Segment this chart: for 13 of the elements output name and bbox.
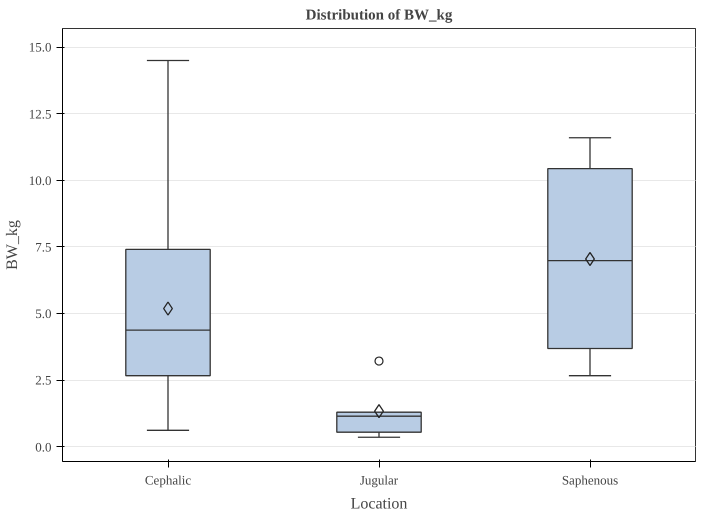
y-tick-label: 12.5 [28, 106, 52, 122]
y-tick-label: 7.5 [35, 240, 52, 254]
chart-title: Distribution of BW_kg [306, 8, 453, 24]
y-tick-label: 10.0 [28, 172, 52, 188]
x-axis-title: Location [350, 496, 408, 512]
y-axis-title: BW_kg [4, 220, 21, 270]
y-tick-label: 15.0 [28, 40, 52, 55]
x-tick-label: Saphenous [562, 472, 618, 488]
y-tick-label: 2.5 [35, 372, 52, 388]
y-tick-label: 0.0 [35, 439, 52, 454]
x-tick-label: Cephalic [144, 472, 192, 488]
y-tick-label: 5.0 [35, 306, 52, 322]
x-tick-label: Jugular [360, 472, 399, 488]
